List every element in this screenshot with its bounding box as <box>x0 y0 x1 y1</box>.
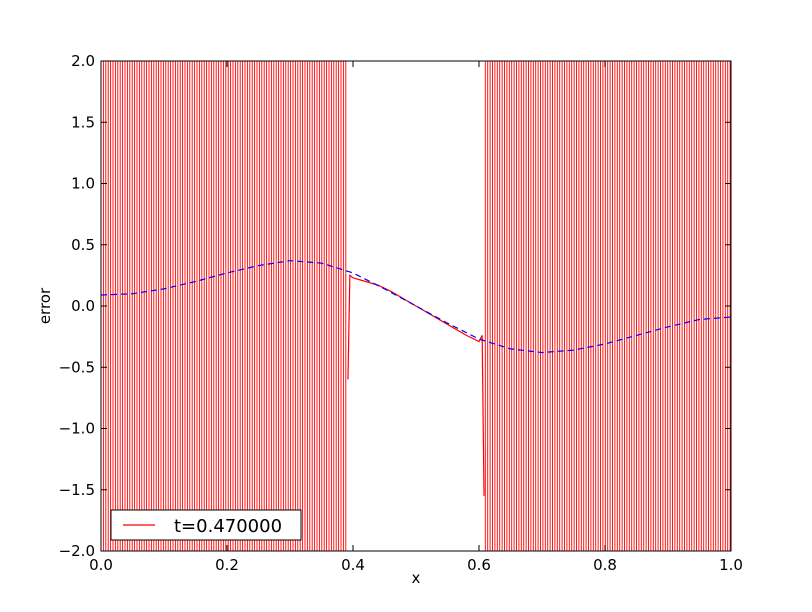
x-axis-label: x <box>412 569 421 587</box>
y-tick-label: 2.0 <box>71 52 95 70</box>
y-tick-label: 1.0 <box>71 175 95 193</box>
y-tick-label: −1.5 <box>59 481 95 499</box>
series-oscillation <box>484 61 731 551</box>
y-tick-label: −1.0 <box>59 420 95 438</box>
x-tick-label: 0.0 <box>89 556 113 574</box>
x-tick-label: 0.4 <box>341 556 365 574</box>
legend: t=0.470000 <box>110 509 302 541</box>
y-tick-label: −2.0 <box>59 542 95 560</box>
x-tick-label: 0.6 <box>467 556 491 574</box>
y-tick-label: 0.0 <box>71 297 95 315</box>
y-tick-label: 0.5 <box>71 236 95 254</box>
series-layer <box>101 61 731 551</box>
y-tick-label: 1.5 <box>71 113 95 131</box>
x-tick-label: 0.2 <box>215 556 239 574</box>
legend-label: t=0.470000 <box>174 516 282 537</box>
y-axis-label: error <box>36 287 54 324</box>
y-tick-label: −0.5 <box>59 358 95 376</box>
ticks-layer: 0.0 0.2 0.4 0.6 0.8 1.0 −2.0 −1.5 −1.0 −0.5 0.0 0.5… <box>59 52 743 574</box>
x-tick-label: 1.0 <box>719 556 743 574</box>
series-oscillation <box>101 61 349 551</box>
x-tick-label: 0.8 <box>593 556 617 574</box>
series-line-red <box>347 274 485 496</box>
